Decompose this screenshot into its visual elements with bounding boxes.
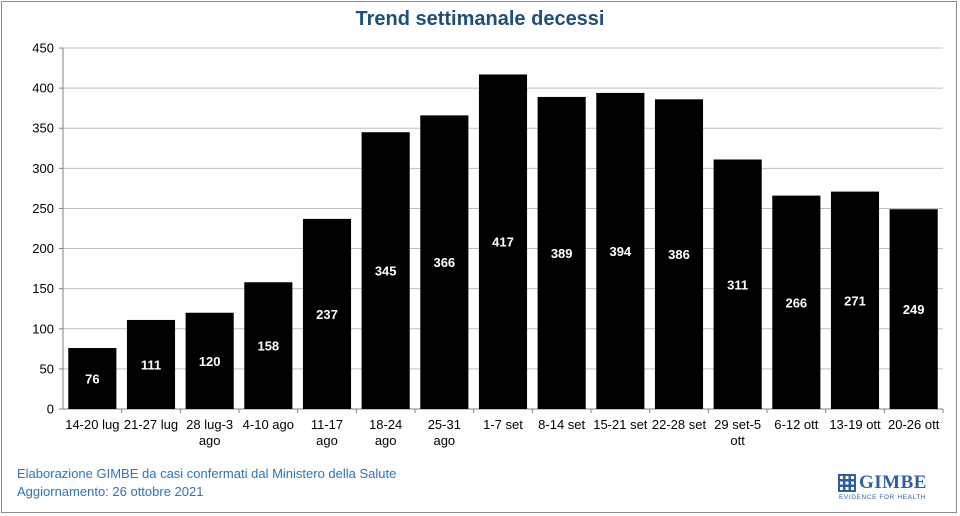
data-label: 120 — [199, 354, 221, 369]
bar — [537, 96, 586, 410]
y-tick-label: 450 — [32, 41, 54, 56]
x-tick-label: 4-10 ago — [243, 417, 294, 432]
x-tick-label: 25-31 ago — [428, 417, 461, 448]
x-tick-label: 14-20 lug — [65, 417, 119, 432]
data-label: 366 — [433, 255, 455, 270]
x-tick-label: 11-17 ago — [311, 417, 343, 448]
x-tick-label: 22-28 set — [652, 417, 707, 432]
x-tick-label: 1-7 set — [483, 417, 523, 432]
bar — [361, 132, 410, 409]
data-label: 158 — [257, 339, 279, 354]
data-label: 237 — [316, 307, 338, 322]
x-tick-label: 13-19 ott — [829, 417, 881, 432]
chart-title: Trend settimanale decessi — [355, 8, 605, 30]
source-line: Elaborazione GIMBE da casi confermati da… — [17, 466, 397, 481]
data-label: 266 — [785, 295, 807, 310]
source-note: Elaborazione GIMBE da casi confermati da… — [17, 465, 396, 501]
y-tick-label: 350 — [32, 121, 54, 136]
x-tick-label: 8-14 set — [538, 417, 585, 432]
data-label: 389 — [551, 246, 573, 261]
bar — [68, 348, 117, 409]
bar — [185, 312, 234, 409]
gimbe-logo: GIMBE EVIDENCE FOR HEALTH — [838, 472, 930, 502]
y-tick-label: 150 — [32, 281, 54, 296]
data-label: 76 — [85, 372, 99, 387]
x-tick-label: 15-21 set — [593, 417, 648, 432]
bar — [596, 92, 645, 410]
bar — [420, 115, 469, 410]
data-label: 249 — [903, 302, 925, 317]
y-tick-label: 250 — [32, 201, 54, 216]
data-label: 417 — [492, 235, 514, 250]
bar — [302, 218, 352, 409]
data-label: 386 — [668, 247, 690, 262]
x-tick-label: 18-24 ago — [369, 417, 402, 448]
y-tick-label: 300 — [32, 161, 54, 176]
x-tick-label: 20-26 ott — [888, 417, 940, 432]
x-tick-label: 28 lug-3 ago — [186, 417, 233, 448]
data-label: 311 — [727, 277, 748, 292]
bar — [713, 159, 762, 409]
x-tick-label: 29 set-5 ott — [714, 417, 761, 448]
logo-tagline: EVIDENCE FOR HEALTH — [839, 494, 927, 501]
x-tick-label: 21-27 lug — [124, 417, 178, 432]
bar — [244, 282, 293, 409]
bar — [830, 191, 880, 409]
y-tick-label: 0 — [47, 402, 54, 417]
gimbe-logo-mark-icon — [838, 474, 856, 492]
bar — [478, 74, 528, 410]
update-line: Aggiornamento: 26 ottobre 2021 — [17, 484, 204, 499]
y-tick-label: 400 — [32, 81, 54, 96]
data-label: 394 — [609, 244, 631, 259]
bar — [654, 99, 704, 409]
data-label: 345 — [375, 264, 397, 279]
x-tick-label: 6-12 ott — [774, 417, 818, 432]
bar — [889, 209, 938, 409]
bar — [772, 195, 821, 409]
y-tick-label: 200 — [32, 241, 54, 256]
data-label: 271 — [844, 293, 866, 308]
y-tick-label: 100 — [32, 321, 54, 336]
logo-name: GIMBE — [859, 472, 927, 493]
data-label: 111 — [141, 357, 161, 372]
y-tick-label: 50 — [40, 361, 54, 376]
bar — [126, 319, 176, 409]
